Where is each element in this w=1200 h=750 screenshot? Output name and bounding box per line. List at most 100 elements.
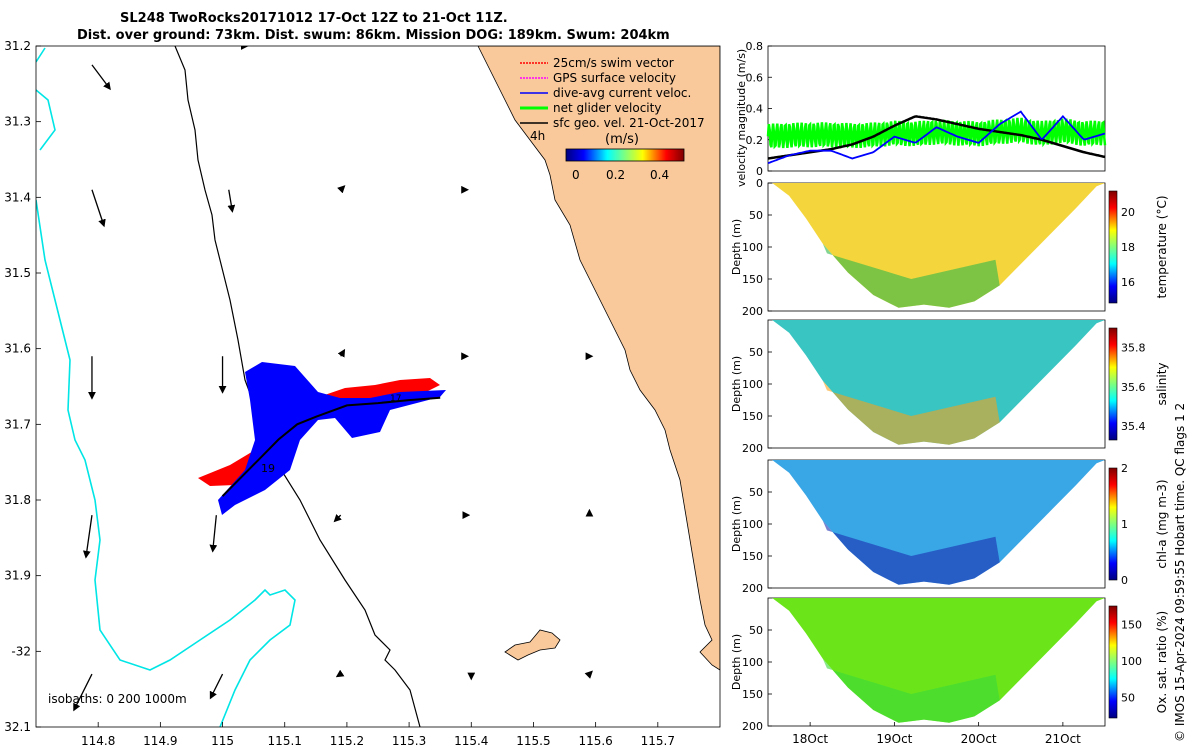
legend-timestep-note: 4h bbox=[530, 129, 545, 143]
map-colorbar bbox=[565, 148, 685, 162]
land-island bbox=[504, 629, 561, 661]
map-frame bbox=[35, 45, 721, 728]
salinity-colorbar bbox=[1108, 327, 1118, 441]
map-x-tick-label: 115.2 bbox=[330, 734, 364, 748]
velocity-y-axis: 0 0.2 0.4 0.6 0.8 bbox=[746, 40, 772, 178]
map-y-tick-label: 31.9 bbox=[4, 569, 31, 583]
map-x-tick-label: 115.6 bbox=[578, 734, 612, 748]
section-panel-chla: 50 100 150 200 Depth (m) 0 1 2 chl-a (mg m-3) bbox=[730, 459, 1169, 595]
dive-current-cloud bbox=[218, 362, 446, 515]
map-x-tick-label: 115.1 bbox=[268, 734, 302, 748]
map-x-tick-label: 115.3 bbox=[392, 734, 426, 748]
chla-y-tick-label: 150 bbox=[742, 550, 763, 563]
temperature-deep-layer bbox=[822, 243, 1000, 308]
salinity-y-tick-label: 100 bbox=[742, 378, 763, 391]
section-x-tick-label: 19Oct bbox=[876, 732, 912, 746]
geo-vector-arrow bbox=[209, 673, 224, 700]
map-y-tick-label: 31.8 bbox=[4, 493, 31, 507]
glider-track bbox=[221, 396, 441, 497]
copyright-note: © IMOS 15-Apr-2024 09:59:55 Hobart time.… bbox=[1173, 403, 1187, 742]
oxygen-colorbar-tick: 50 bbox=[1121, 692, 1135, 705]
velocity-net-line bbox=[766, 117, 1107, 150]
temperature-y-tick-label: 50 bbox=[749, 209, 763, 222]
chla-y-tick-label: 50 bbox=[749, 486, 763, 499]
map-colorbar-tick-1: 0.2 bbox=[606, 168, 625, 182]
map-y-tick-label: 31.6 bbox=[4, 342, 31, 356]
isobath-1000m bbox=[36, 47, 296, 727]
velocity-y-tick-label: 0.8 bbox=[746, 40, 764, 53]
land-mainland bbox=[477, 46, 720, 671]
geo-vector-arrow bbox=[337, 348, 346, 358]
geo-vector-arrow bbox=[333, 513, 342, 523]
oxygen-colorbar-label: Ox. sat. ratio (%) bbox=[1155, 611, 1169, 713]
velocity-y-tick-label: 0.4 bbox=[746, 103, 764, 116]
chla-colorbar-tick: 2 bbox=[1121, 462, 1128, 475]
temperature-y-tick-label: 150 bbox=[742, 273, 763, 286]
oxygen-colorbar-tick: 150 bbox=[1121, 618, 1142, 631]
temperature-colorbar-label: temperature (°C) bbox=[1155, 196, 1169, 299]
oxygen-ylabel: Depth (m) bbox=[730, 634, 743, 690]
chla-colorbar-tick: 0 bbox=[1121, 574, 1128, 587]
salinity-ylabel: Depth (m) bbox=[730, 356, 743, 412]
geo-vector-arrow bbox=[584, 670, 593, 679]
salinity-colorbar-tick: 35.6 bbox=[1121, 381, 1146, 394]
salinity-y-tick-label: 50 bbox=[749, 346, 763, 359]
isobath-label: isobaths: 0 200 1000m bbox=[48, 692, 187, 706]
temperature-colorbar-tick: 20 bbox=[1121, 206, 1135, 219]
chla-y-tick-label: 200 bbox=[742, 582, 763, 595]
section-x-tick-label: 21Oct bbox=[1045, 732, 1081, 746]
velocity-y-tick-label: 0.6 bbox=[746, 71, 764, 84]
section-panel-temperature: 0 50 100 150 200 Depth (m) 16 18 20 temperature (… bbox=[730, 177, 1169, 318]
section-x-tick-label: 18Oct bbox=[792, 732, 828, 746]
chla-colorbar-tick: 1 bbox=[1121, 518, 1128, 531]
temperature-ylabel: Depth (m) bbox=[730, 219, 743, 275]
map-y-axis: 31.2 31.3 31.4 31.5 31.6 31.7 31.8 31.9 -32 32.1 bbox=[4, 39, 41, 734]
legend-swim-label: 25cm/s swim vector bbox=[553, 56, 674, 70]
section-panel-oxygen: 50 100 150 200 Depth (m) 50 100 150 Ox. sat. rat… bbox=[730, 597, 1169, 733]
map-y-tick-label: -32 bbox=[11, 644, 31, 658]
chla-ylabel: Depth (m) bbox=[730, 496, 743, 552]
temperature-y-tick-label: 0 bbox=[756, 177, 763, 190]
map-x-tick-label: 115.7 bbox=[641, 734, 675, 748]
geo-vector-arrow bbox=[335, 669, 345, 678]
section-x-axis: 18Oct 19Oct 20Oct 21Oct bbox=[792, 722, 1081, 746]
legend-gps-label: GPS surface velocity bbox=[553, 71, 676, 85]
map-x-tick-label: 114.9 bbox=[143, 734, 177, 748]
legend-dive-label: dive-avg current veloc. bbox=[553, 86, 691, 100]
geo-vector-field bbox=[73, 46, 594, 712]
geo-vector-arrow bbox=[337, 185, 346, 194]
chla-deep-layer bbox=[822, 520, 1000, 585]
geo-vector-arrow bbox=[209, 515, 218, 553]
legend-net-label: net glider velocity bbox=[553, 101, 661, 115]
oxygen-y-tick-label: 50 bbox=[749, 624, 763, 637]
temperature-colorbar bbox=[1108, 190, 1118, 304]
salinity-y-tick-label: 150 bbox=[742, 410, 763, 423]
chla-colorbar-label: chl-a (mg m-3) bbox=[1155, 479, 1169, 568]
velocity-y-tick-label: 0.2 bbox=[746, 134, 764, 147]
temperature-colorbar-tick: 18 bbox=[1121, 241, 1135, 254]
map-legend: 25cm/s swim vector GPS surface velocity … bbox=[520, 56, 705, 182]
glider-current-vectors bbox=[218, 362, 446, 515]
temperature-y-tick-label: 200 bbox=[742, 305, 763, 318]
velocity-ylabel: velocity magnitude (m/s) bbox=[735, 49, 748, 187]
map-colorbar-tick-0: 0 bbox=[572, 168, 580, 182]
section-x-tick-label: 20Oct bbox=[961, 732, 997, 746]
map-x-tick-label: 114.8 bbox=[81, 734, 115, 748]
oxygen-colorbar bbox=[1108, 605, 1118, 719]
oxygen-y-tick-label: 200 bbox=[742, 720, 763, 733]
geo-vector-arrow bbox=[227, 189, 236, 213]
figure-title-line2: Dist. over ground: 73km. Dist. swum: 86k… bbox=[77, 28, 670, 43]
temperature-colorbar-tick: 16 bbox=[1121, 276, 1135, 289]
geo-vector-arrow bbox=[91, 189, 106, 228]
map-y-tick-label: 32.1 bbox=[4, 720, 31, 734]
salinity-colorbar-tick: 35.4 bbox=[1121, 420, 1146, 433]
oxygen-deep-layer bbox=[822, 658, 1000, 723]
map-y-tick-label: 31.4 bbox=[4, 190, 31, 204]
map-x-tick-label: 115.4 bbox=[454, 734, 488, 748]
track-label-19: 19 bbox=[261, 462, 275, 475]
section-panel-salinity: 50 100 150 200 Depth (m) 35.4 35.6 35.8 salinity bbox=[730, 319, 1169, 455]
oxygen-y-tick-label: 150 bbox=[742, 688, 763, 701]
salinity-colorbar-label: salinity bbox=[1155, 362, 1169, 405]
